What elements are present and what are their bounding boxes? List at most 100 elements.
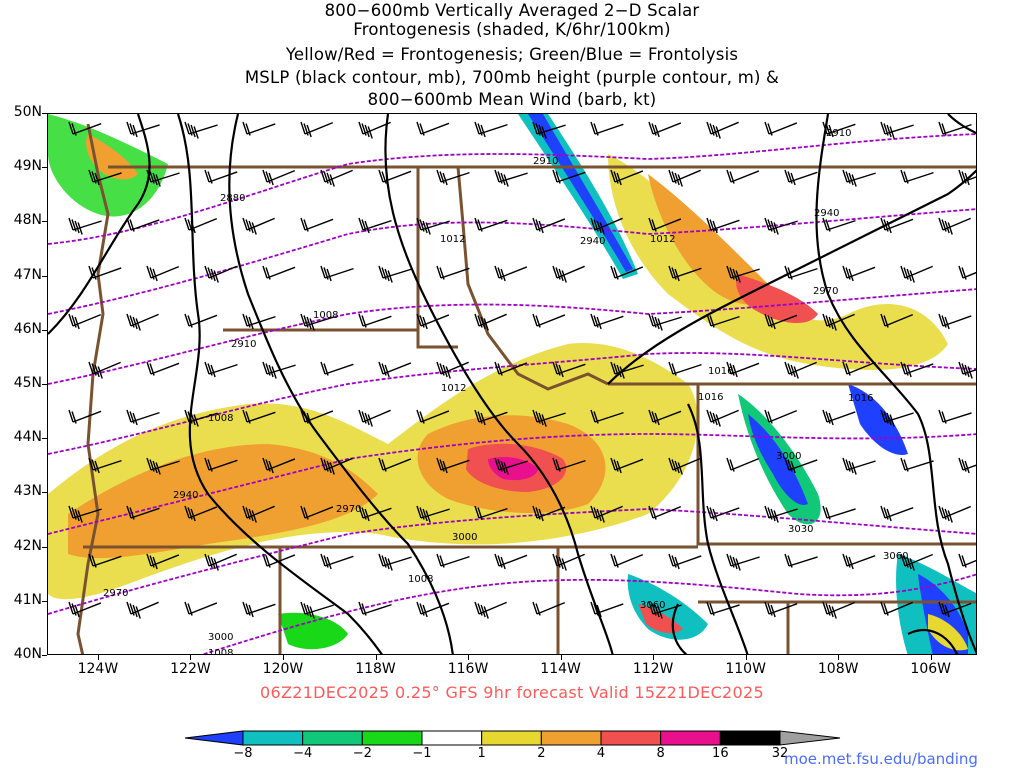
- wind-barb: [184, 409, 218, 427]
- colorbar-swatch: [242, 730, 304, 746]
- wind-barb: [300, 505, 334, 520]
- wind-barb: [242, 409, 276, 424]
- colorbar-swatch: [660, 730, 721, 746]
- colorbar-high-arrow: [779, 730, 841, 746]
- wind-barb: [262, 457, 296, 474]
- wind-barb: [938, 505, 971, 523]
- wind-barb: [436, 361, 469, 379]
- height-label: 2910: [826, 128, 851, 139]
- wind-barb: [668, 553, 702, 570]
- title-line-3: Yellow/Red = Frontogenesis; Green/Blue =…: [285, 45, 739, 64]
- wind-barb: [552, 553, 585, 571]
- wind-barb: [146, 361, 180, 376]
- longitude-label: 106W: [910, 661, 951, 677]
- wind-barb: [146, 265, 180, 282]
- longitude-label: 122W: [170, 661, 211, 677]
- wind-barb: [784, 457, 818, 474]
- wind-barb: [262, 265, 296, 280]
- wind-barb: [668, 457, 701, 475]
- height-label: 2970: [336, 504, 361, 515]
- wind-barb: [416, 313, 450, 330]
- wind-barb: [474, 313, 507, 331]
- colorbar-tick-label: −4: [293, 746, 313, 761]
- latitude-tick: [42, 113, 47, 114]
- wind-barb: [958, 265, 976, 280]
- wind-barb: [668, 265, 702, 282]
- height-label: 3030: [788, 524, 813, 535]
- wind-barb: [842, 457, 876, 475]
- wind-barb: [68, 121, 102, 136]
- wind-barb: [590, 409, 624, 424]
- wind-barb: [880, 601, 913, 616]
- wind-barb: [320, 169, 353, 187]
- wind-barb: [494, 265, 528, 282]
- wind-barb: [532, 505, 566, 522]
- height-labels: 2910 2880 2910 2940 2940 2970 2970 2940 …: [103, 128, 908, 643]
- wind-barb: [900, 169, 934, 184]
- wind-barb: [416, 601, 450, 618]
- wind-barb: [822, 505, 856, 520]
- longitude-tick: [468, 655, 470, 660]
- mslp-label: 1008: [313, 310, 338, 321]
- wind-barb: [146, 553, 180, 570]
- latitude-label: 40N: [13, 646, 42, 662]
- wind-barb: [880, 505, 914, 522]
- wind-barb: [784, 361, 817, 379]
- wind-barb: [126, 505, 160, 520]
- wind-barb: [358, 505, 392, 522]
- wind-barb: [88, 457, 122, 474]
- wind-barbs: [68, 121, 976, 619]
- source-credit: moe.met.fsu.edu/banding: [784, 750, 978, 768]
- height-label: 3060: [640, 600, 665, 611]
- wind-barb: [938, 313, 972, 330]
- wind-barb: [784, 553, 818, 568]
- wind-barb: [938, 121, 972, 136]
- wind-barb: [648, 505, 682, 520]
- wind-barb: [88, 265, 122, 280]
- height-label: 2940: [580, 236, 605, 247]
- mslp-label: 1012: [440, 234, 465, 245]
- wind-barb: [204, 361, 238, 378]
- colorbar-tick-label: −1: [412, 746, 432, 761]
- wind-barb: [474, 121, 508, 138]
- longitude-tick: [653, 655, 655, 660]
- wind-barb: [300, 121, 334, 138]
- latitude-tick: [42, 384, 47, 385]
- wind-barb: [494, 361, 528, 376]
- wind-barb: [358, 409, 391, 427]
- wind-barb: [146, 457, 180, 475]
- wind-barb: [300, 313, 334, 331]
- wind-barb: [958, 169, 976, 186]
- latitude-label: 41N: [13, 591, 42, 608]
- wind-barb: [320, 553, 354, 570]
- colorbar-tick-label: 2: [537, 746, 546, 761]
- wind-barb: [532, 409, 566, 427]
- wind-barb: [938, 601, 972, 618]
- colorbar-tick-label: 4: [596, 746, 606, 761]
- title-line-2: Frontogenesis (shaded, K/6hr/100km): [353, 20, 671, 39]
- longitude-label: 124W: [77, 661, 119, 677]
- wind-barb: [532, 313, 566, 328]
- wind-barb: [184, 601, 218, 616]
- wind-barb: [880, 121, 914, 139]
- latitude-tick: [42, 655, 47, 656]
- latitude-label: 43N: [13, 483, 42, 500]
- wind-barb: [610, 457, 644, 474]
- height-label: 2910: [231, 339, 256, 350]
- latitude-tick: [42, 492, 47, 494]
- longitude-tick: [375, 655, 377, 660]
- colorbar-swatch: [600, 730, 662, 746]
- wind-barb: [590, 505, 623, 523]
- title-line-5: 800−600mb Mean Wind (barb, kt): [367, 90, 657, 109]
- longitude-tick: [282, 655, 284, 660]
- wind-barb: [204, 457, 238, 472]
- wind-barb: [300, 409, 334, 426]
- wind-barb: [146, 169, 180, 187]
- colorbar-swatch: [421, 730, 483, 746]
- wind-barb: [378, 265, 412, 283]
- height-label: 2940: [814, 208, 839, 219]
- colorbar: [184, 730, 841, 746]
- latitude-tick: [42, 221, 47, 223]
- wind-barb: [68, 409, 102, 424]
- height-label: 3060: [883, 551, 908, 562]
